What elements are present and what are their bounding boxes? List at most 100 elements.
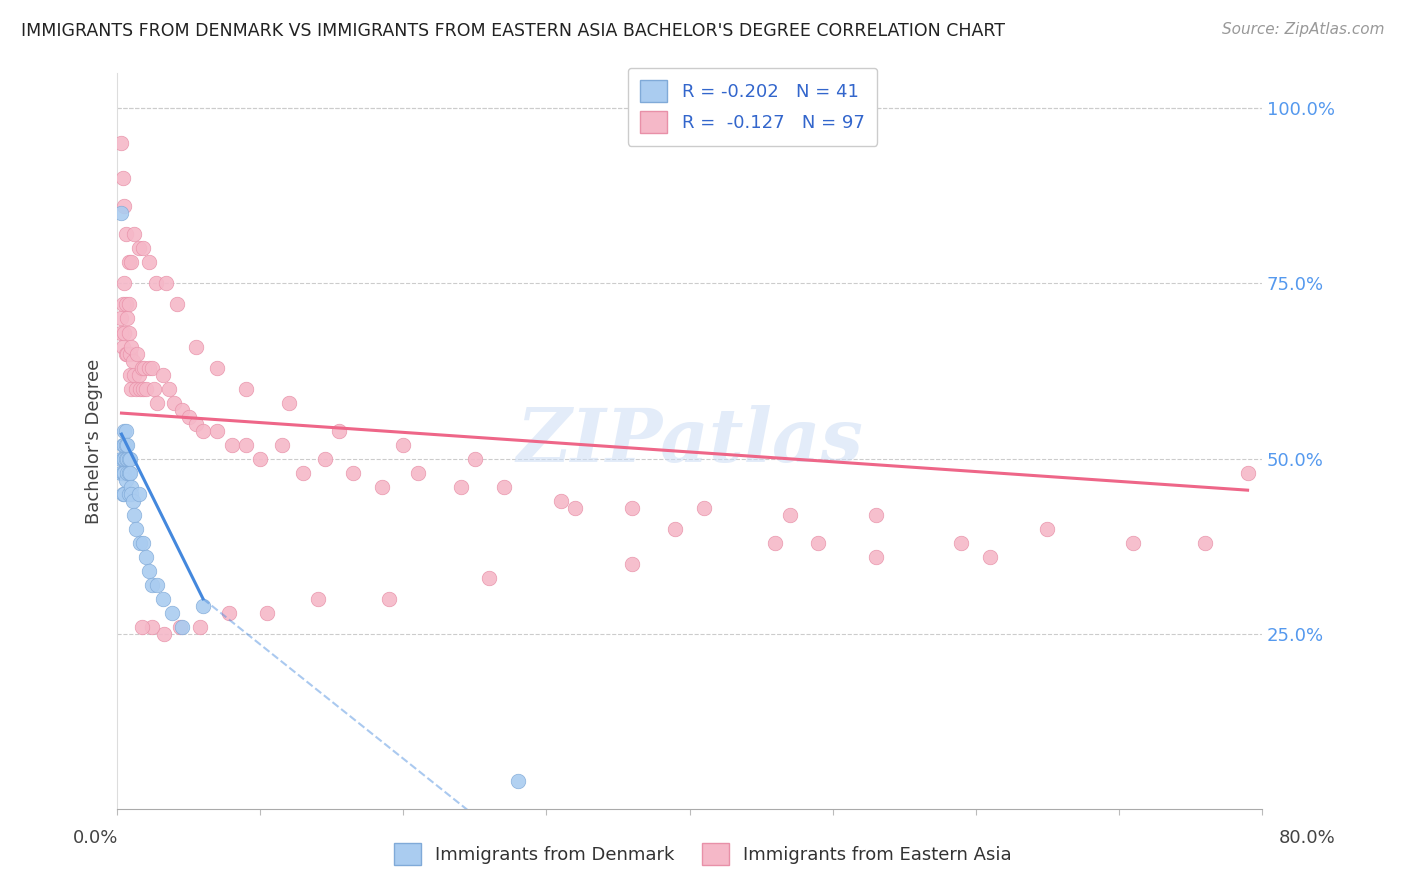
Point — [114, 346, 136, 360]
Point — [111, 297, 134, 311]
Point — [191, 424, 214, 438]
Point — [207, 360, 229, 375]
Point — [138, 255, 160, 269]
Text: 0.0%: 0.0% — [73, 829, 118, 847]
Point — [950, 535, 973, 549]
Point — [249, 451, 271, 466]
Point — [292, 466, 315, 480]
Point — [132, 241, 155, 255]
Point — [256, 606, 278, 620]
Point — [111, 486, 134, 500]
Point — [146, 395, 169, 409]
Point — [117, 486, 139, 500]
Point — [779, 508, 801, 522]
Point — [807, 535, 830, 549]
Point — [112, 466, 135, 480]
Point — [112, 451, 135, 466]
Point — [120, 451, 142, 466]
Point — [114, 424, 136, 438]
Point — [1194, 535, 1216, 549]
Point — [112, 424, 135, 438]
Point — [122, 493, 145, 508]
Point — [328, 424, 350, 438]
Point — [110, 326, 132, 340]
Point — [270, 437, 292, 451]
Point — [114, 297, 136, 311]
Point — [218, 606, 240, 620]
Text: ZIPatlas: ZIPatlas — [516, 405, 863, 477]
Point — [235, 437, 257, 451]
Point — [143, 382, 166, 396]
Point — [124, 508, 146, 522]
Point — [169, 620, 191, 634]
Point — [693, 500, 716, 515]
Point — [392, 437, 415, 451]
Point — [111, 171, 134, 186]
Point — [121, 486, 143, 500]
Point — [492, 480, 515, 494]
Point — [207, 424, 229, 438]
Point — [564, 500, 586, 515]
Point — [129, 382, 152, 396]
Point — [550, 493, 572, 508]
Point — [112, 326, 135, 340]
Point — [163, 395, 186, 409]
Point — [111, 451, 134, 466]
Point — [115, 437, 138, 451]
Point — [664, 522, 686, 536]
Point — [141, 360, 163, 375]
Point — [129, 535, 152, 549]
Point — [128, 241, 150, 255]
Point — [111, 339, 134, 353]
Point — [132, 382, 155, 396]
Legend: Immigrants from Denmark, Immigrants from Eastern Asia: Immigrants from Denmark, Immigrants from… — [387, 836, 1019, 872]
Point — [166, 297, 188, 311]
Point — [110, 451, 132, 466]
Point — [134, 360, 156, 375]
Point — [127, 346, 149, 360]
Point — [114, 473, 136, 487]
Point — [112, 199, 135, 213]
Point — [117, 255, 139, 269]
Y-axis label: Bachelor's Degree: Bachelor's Degree — [86, 359, 103, 524]
Point — [132, 535, 155, 549]
Point — [120, 368, 142, 382]
Point — [221, 437, 243, 451]
Point — [235, 382, 257, 396]
Point — [122, 353, 145, 368]
Point — [153, 627, 176, 641]
Point — [117, 451, 139, 466]
Point — [120, 466, 142, 480]
Point — [115, 346, 138, 360]
Point — [621, 557, 644, 571]
Point — [117, 297, 139, 311]
Point — [191, 599, 214, 613]
Point — [763, 535, 786, 549]
Point — [506, 774, 529, 789]
Point — [117, 466, 139, 480]
Point — [464, 451, 486, 466]
Point — [115, 466, 138, 480]
Point — [117, 326, 139, 340]
Point — [128, 368, 150, 382]
Point — [188, 620, 211, 634]
Point — [138, 360, 160, 375]
Point — [1236, 466, 1258, 480]
Point — [1122, 535, 1144, 549]
Point — [177, 409, 200, 424]
Point — [450, 480, 472, 494]
Point — [121, 382, 143, 396]
Point — [146, 578, 169, 592]
Point — [125, 522, 148, 536]
Point — [1036, 522, 1059, 536]
Point — [979, 549, 1001, 564]
Point — [184, 339, 207, 353]
Point — [155, 277, 177, 291]
Point — [145, 277, 167, 291]
Text: IMMIGRANTS FROM DENMARK VS IMMIGRANTS FROM EASTERN ASIA BACHELOR'S DEGREE CORREL: IMMIGRANTS FROM DENMARK VS IMMIGRANTS FR… — [21, 22, 1005, 40]
Point — [128, 486, 150, 500]
Point — [131, 360, 153, 375]
Point — [406, 466, 429, 480]
Point — [114, 227, 136, 242]
Point — [478, 571, 501, 585]
